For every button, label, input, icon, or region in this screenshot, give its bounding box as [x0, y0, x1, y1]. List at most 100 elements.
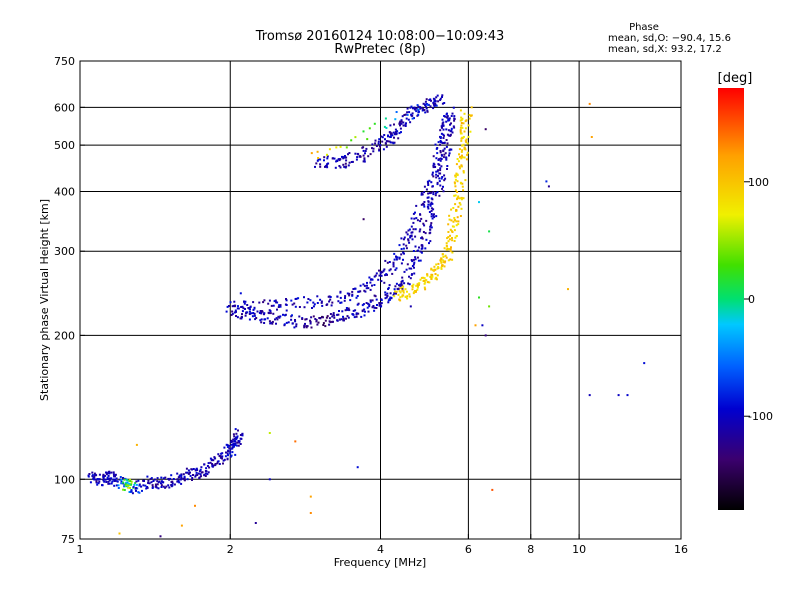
trace-point	[462, 170, 465, 173]
trace-point	[426, 281, 429, 284]
trace-point	[453, 117, 456, 120]
trace-point	[345, 307, 348, 309]
trace-point	[367, 155, 370, 158]
trace-point	[122, 488, 125, 491]
noise-point	[268, 432, 271, 434]
trace-point	[460, 116, 463, 119]
trace-point	[394, 131, 397, 133]
trace-point	[137, 491, 140, 494]
trace-point	[423, 191, 426, 194]
trace-point	[276, 301, 279, 304]
trace-point	[107, 480, 110, 483]
trace-point	[414, 235, 417, 238]
trace-point	[411, 273, 413, 276]
trace-point	[406, 295, 409, 298]
trace-point	[441, 102, 444, 105]
trace-point	[412, 283, 415, 286]
trace-point	[402, 291, 405, 294]
trace-point	[461, 117, 464, 120]
trace-point	[319, 163, 322, 166]
trace-point	[367, 310, 370, 313]
trace-point	[285, 299, 288, 302]
noise-point	[478, 201, 480, 204]
trace-point	[427, 203, 430, 206]
x-axis-ticks: 1 2 4 6 8 10 16	[77, 534, 688, 556]
trace-point	[459, 129, 462, 132]
trace-point	[416, 104, 419, 107]
trace-point	[388, 298, 391, 301]
trace-point	[388, 261, 391, 263]
trace-point	[450, 148, 453, 151]
trace-point	[344, 309, 347, 312]
trace-point	[373, 284, 376, 286]
trace-point	[337, 300, 340, 303]
trace-point	[385, 296, 388, 299]
colorbar-tick-label: -100	[748, 410, 773, 423]
trace-point	[291, 303, 294, 306]
trace-point	[206, 465, 209, 467]
trace-point	[389, 141, 392, 144]
trace-point	[400, 253, 403, 256]
trace-point	[149, 478, 152, 481]
trace-point	[399, 299, 402, 302]
trace-point	[459, 130, 462, 133]
trace-point	[444, 260, 447, 263]
trace-point	[434, 192, 437, 195]
trace-point	[317, 158, 320, 161]
trace-point	[387, 299, 390, 302]
trace-point	[439, 136, 442, 138]
trace-point	[147, 482, 150, 484]
trace-point	[452, 225, 455, 228]
trace-point	[345, 159, 348, 162]
trace-point	[430, 197, 433, 200]
trace-point	[339, 296, 342, 299]
trace-point	[389, 296, 392, 299]
y-tick-label: 100	[54, 473, 75, 486]
trace-point	[399, 287, 402, 290]
trace-point	[399, 283, 402, 286]
trace-point	[399, 284, 402, 287]
noise-point	[588, 102, 591, 105]
trace-point	[342, 156, 345, 159]
trace-point	[461, 126, 464, 129]
trace-point	[264, 318, 267, 321]
trace-point	[326, 157, 329, 160]
trace-point	[426, 273, 429, 276]
trace-point	[446, 115, 449, 118]
trace-point	[434, 268, 437, 271]
trace-point	[453, 126, 456, 129]
trace-point	[464, 127, 467, 130]
trace-point	[379, 272, 382, 275]
trace-point	[176, 478, 179, 481]
trace-point	[112, 478, 115, 481]
trace-point	[424, 288, 427, 291]
trace-point	[468, 117, 471, 120]
trace-point	[362, 130, 365, 133]
trace-point	[399, 124, 401, 127]
trace-point	[180, 482, 183, 485]
trace-point	[211, 464, 214, 467]
trace-point	[377, 140, 380, 143]
trace-point	[384, 117, 387, 120]
trace-point	[413, 106, 416, 109]
trace-point	[322, 322, 325, 325]
trace-point	[402, 258, 404, 261]
trace-point	[352, 313, 355, 316]
trace-point	[410, 231, 413, 234]
trace-point	[433, 216, 436, 219]
stats-heading: Phase	[629, 22, 659, 33]
trace-point	[209, 457, 212, 460]
trace-point	[440, 165, 443, 168]
trace-point	[321, 304, 324, 307]
trace-point	[375, 298, 378, 301]
trace-point	[319, 317, 322, 319]
trace-point	[371, 278, 374, 281]
trace-point	[279, 304, 282, 307]
trace-point	[445, 248, 448, 251]
trace-point	[389, 292, 392, 295]
trace-point	[106, 478, 109, 480]
trace-point	[219, 456, 222, 459]
trace-point	[355, 312, 358, 315]
trace-point	[196, 474, 199, 476]
trace-point	[438, 194, 441, 197]
